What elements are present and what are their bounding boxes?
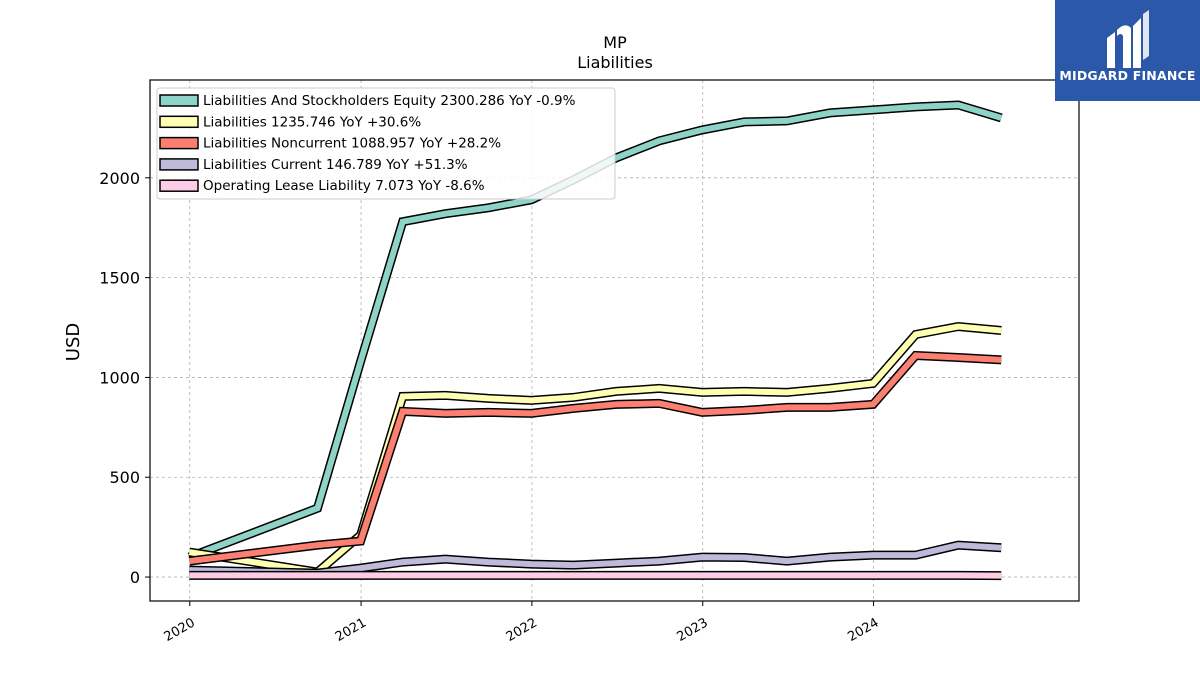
legend-swatch	[159, 94, 199, 107]
legend-item: Liabilities Current 146.789 YoY +51.3%	[159, 157, 468, 173]
legend-item: Liabilities Noncurrent 1088.957 YoY +28.…	[159, 136, 501, 152]
legend-swatch	[159, 179, 199, 192]
x-axis-ticks: 2020 2021 2022 2023 2024	[162, 601, 882, 645]
legend-item: Liabilities 1235.746 YoY +30.6%	[159, 114, 421, 130]
series-outline	[188, 350, 1002, 566]
series-liabilities	[188, 321, 1002, 577]
brand-name: MIDGARD FINANCE	[1059, 68, 1196, 83]
series-line	[188, 101, 1003, 560]
series-liabilities-and-stockholders-equity	[187, 100, 1003, 562]
x-tick-label: 2024	[845, 615, 881, 645]
series-lines	[187, 100, 1003, 581]
plot-frame	[149, 79, 1080, 602]
series-line	[188, 323, 1002, 576]
y-tick-label: 1500	[99, 269, 140, 288]
brand-logo: MIDGARD FINANCE	[1055, 0, 1200, 101]
midgard-logo-icon	[1107, 10, 1149, 68]
chart-subtitle: Liabilities	[577, 53, 653, 72]
legend-swatch	[159, 136, 199, 150]
x-tick-label: 2023	[675, 615, 711, 645]
y-tick-label: 0	[130, 568, 140, 587]
series-outline	[188, 321, 1002, 577]
series-liabilities-current	[189, 540, 1002, 578]
legend-label: Liabilities 1235.746 YoY +30.6%	[203, 114, 421, 130]
y-axis-ticks: 0 500 1000 1500 2000	[99, 169, 150, 587]
series-line	[188, 352, 1002, 565]
y-tick-label: 1000	[99, 368, 140, 387]
legend-label: Operating Lease Liability 7.073 YoY -8.6…	[203, 178, 485, 194]
legend-item: Operating Lease Liability 7.073 YoY -8.6…	[159, 178, 485, 194]
legend-swatch	[159, 115, 199, 129]
legend-label: Liabilities Noncurrent 1088.957 YoY +28.…	[203, 136, 501, 152]
legend-label: Liabilities And Stockholders Equity 2300…	[203, 93, 576, 109]
legend-swatch	[159, 158, 199, 171]
y-axis-label: USD	[63, 323, 84, 361]
series-liabilities-noncurrent	[188, 350, 1002, 566]
x-tick-label: 2022	[504, 615, 540, 645]
x-tick-label: 2021	[333, 615, 369, 645]
legend: Liabilities And Stockholders Equity 2300…	[156, 87, 616, 200]
legend-label: Liabilities Current 146.789 YoY +51.3%	[203, 157, 468, 173]
legend-item: Liabilities And Stockholders Equity 2300…	[159, 93, 576, 109]
series-line	[189, 542, 1002, 577]
legend-box	[156, 87, 616, 200]
y-tick-label: 500	[109, 468, 140, 487]
chart-title: MP	[603, 33, 627, 52]
y-tick-label: 2000	[99, 169, 140, 188]
x-tick-label: 2020	[162, 615, 198, 645]
